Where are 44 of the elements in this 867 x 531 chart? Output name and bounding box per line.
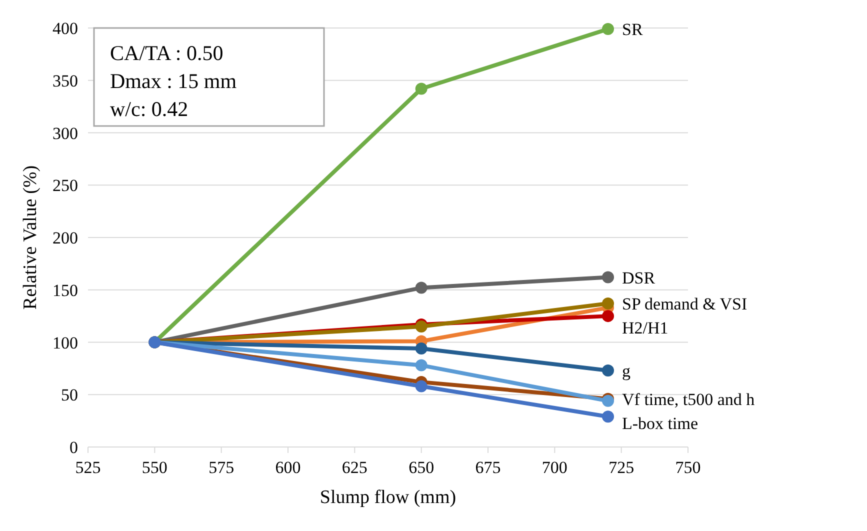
series-label: L-box time xyxy=(622,414,698,433)
y-tick-label: 150 xyxy=(52,280,78,300)
y-tick-label: 300 xyxy=(52,124,78,143)
x-tick-label: 700 xyxy=(542,458,568,477)
annotation: CA/TA : 0.50 xyxy=(110,41,224,65)
point xyxy=(602,410,614,423)
x-tick-label: 525 xyxy=(75,458,101,477)
x-tick-label: 550 xyxy=(142,458,168,477)
y-axis-title: Relative Value (%) xyxy=(20,165,41,310)
x-tick-label: 575 xyxy=(208,458,234,477)
x-tick-label: 725 xyxy=(608,458,634,477)
x-axis-title: Slump flow (mm) xyxy=(320,487,456,508)
series-label: g xyxy=(622,362,631,381)
point xyxy=(415,359,428,372)
point xyxy=(602,310,614,322)
annotation: Dmax : 15 mm xyxy=(110,69,237,93)
y-tick-label: 400 xyxy=(52,19,78,38)
series-label: H2/H1 xyxy=(622,318,668,338)
series-label: DSR xyxy=(622,268,656,288)
point xyxy=(602,364,614,377)
note-box: CA/TA : 0.50 Dmax : 15 mm w/c: 0.42 xyxy=(93,27,325,127)
x-tick-label: 675 xyxy=(475,458,501,477)
x-tick-label: 625 xyxy=(342,458,368,477)
point xyxy=(602,297,614,310)
point xyxy=(415,282,428,294)
y-tick-label: 100 xyxy=(52,333,78,352)
series-label: SR xyxy=(622,20,644,40)
point xyxy=(415,82,428,95)
x-tick-label: 600 xyxy=(275,458,301,477)
point xyxy=(602,271,614,284)
x-tick-label: 650 xyxy=(408,458,434,477)
series-label: Vf time, t500 and h xyxy=(622,390,756,409)
y-tick-label: 250 xyxy=(52,176,78,196)
annotation: w/c: 0.42 xyxy=(110,97,188,121)
series-label: SP demand & VSI xyxy=(622,294,748,314)
point xyxy=(415,342,428,355)
x-tick-label: 750 xyxy=(675,458,701,477)
y-tick-label: 0 xyxy=(70,438,78,457)
point xyxy=(602,23,614,36)
point xyxy=(415,320,428,333)
point xyxy=(415,380,428,392)
y-tick-label: 350 xyxy=(52,71,78,90)
y-tick-label: 200 xyxy=(52,228,78,248)
y-tick-label: 50 xyxy=(61,386,78,405)
